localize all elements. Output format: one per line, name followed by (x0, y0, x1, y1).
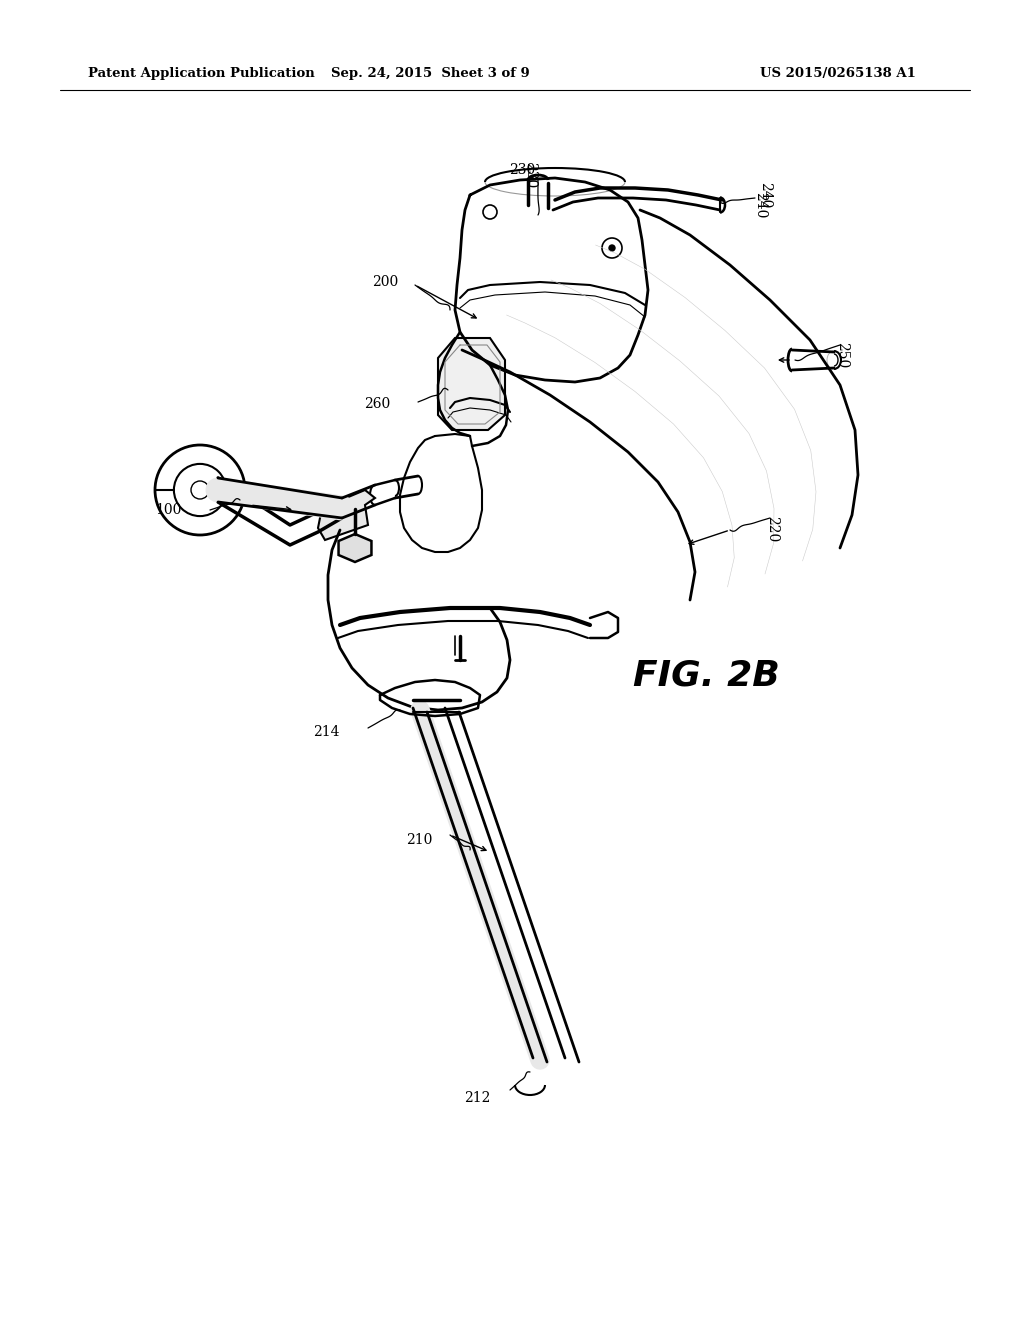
Circle shape (609, 246, 615, 251)
Text: 200: 200 (372, 275, 398, 289)
Text: 212: 212 (464, 1092, 490, 1105)
Text: 240: 240 (753, 191, 767, 218)
Text: FIG. 2B: FIG. 2B (633, 659, 779, 693)
Text: 214: 214 (313, 725, 340, 739)
Text: 230: 230 (509, 162, 536, 177)
Text: 240: 240 (758, 182, 772, 209)
Text: 100: 100 (155, 503, 181, 517)
Text: US 2015/0265138 A1: US 2015/0265138 A1 (760, 67, 915, 81)
Text: Patent Application Publication: Patent Application Publication (88, 67, 314, 81)
Text: 260: 260 (364, 397, 390, 411)
Text: 230: 230 (523, 162, 537, 189)
Text: Sep. 24, 2015  Sheet 3 of 9: Sep. 24, 2015 Sheet 3 of 9 (331, 67, 529, 81)
Text: 210: 210 (406, 833, 432, 847)
Text: 250: 250 (835, 342, 849, 368)
Polygon shape (438, 338, 505, 430)
Text: 220: 220 (765, 516, 779, 543)
Polygon shape (339, 535, 372, 562)
Polygon shape (318, 490, 375, 540)
